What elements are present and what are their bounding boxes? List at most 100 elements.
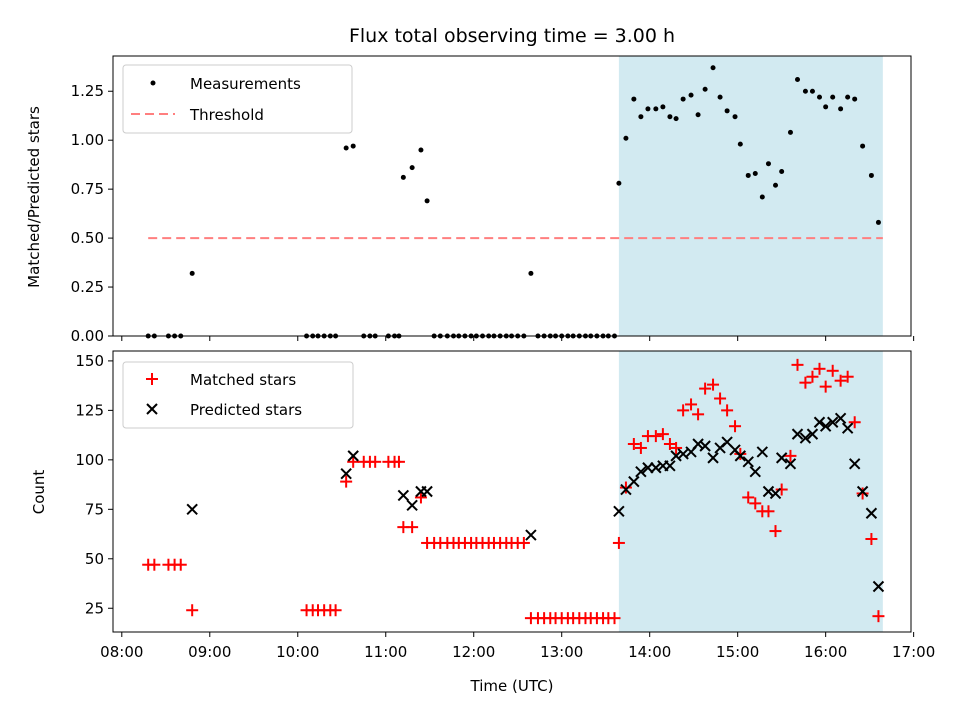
predicted-star-point <box>865 507 878 519</box>
predicted-star-point <box>699 440 711 452</box>
matched-star-point <box>856 487 869 500</box>
measurement-point <box>653 106 659 112</box>
x-tick-label: 17:00 <box>892 643 935 661</box>
matched-star-point <box>392 455 405 468</box>
matched-star-point <box>707 378 720 391</box>
predicted-star-point <box>340 467 352 480</box>
measurement-point <box>752 170 758 176</box>
matched-star-point <box>369 455 382 468</box>
measurement-point <box>868 172 874 178</box>
x-tick-label: 09:00 <box>188 643 231 661</box>
predicted-star-point <box>762 485 775 498</box>
measurement-point <box>860 143 866 149</box>
measurement-point <box>660 104 666 110</box>
measurement-point <box>616 180 622 186</box>
matched-star-point <box>414 491 427 504</box>
predicted-star-point <box>784 458 797 470</box>
measurement-point <box>710 65 716 71</box>
legend-threshold-label: Threshold <box>189 106 264 124</box>
measurement-point <box>400 174 406 180</box>
measurement-point <box>424 198 430 204</box>
measurement-point <box>623 135 629 141</box>
count-y-tick-label: 150 <box>75 352 104 370</box>
count-legend-box <box>122 361 354 429</box>
ratio-y-tick-label: 0.25 <box>71 278 104 296</box>
matched-star-point <box>634 441 647 454</box>
measurement-point <box>845 94 851 100</box>
matched-star-point <box>848 416 861 429</box>
matched-star-point <box>791 358 804 371</box>
measurement-point <box>745 172 751 178</box>
matched-star-point <box>612 536 625 549</box>
count-y-ticks: 25 50 75 100 125 150 <box>75 352 113 617</box>
count-y-tick-label: 25 <box>85 599 104 617</box>
matched-star-point <box>699 382 712 395</box>
matched-star-point <box>826 364 839 377</box>
x-tick-label: 12:00 <box>452 643 495 661</box>
matched-star-point <box>677 404 690 417</box>
count-y-tick-label: 75 <box>85 500 104 518</box>
x-tick-label: 13:00 <box>540 643 583 661</box>
measurement-point <box>695 112 701 118</box>
matched-star-point <box>841 370 854 383</box>
measurement-points <box>145 65 881 339</box>
x-tick-label: 14:00 <box>628 643 671 661</box>
predicted-star-point <box>664 460 676 472</box>
ratio-legend: Measurements Threshold <box>122 64 353 134</box>
measurement-point <box>350 143 356 149</box>
predicted-star-point <box>791 428 804 440</box>
predicted-star-point <box>775 452 788 464</box>
predicted-star-point <box>841 422 854 434</box>
observing-window-span <box>618 351 883 632</box>
predicted-star-point <box>872 580 885 593</box>
count-y-tick-label: 100 <box>75 451 104 469</box>
ratio-y-tick-label: 0.00 <box>71 327 104 345</box>
chart-title: Flux total observing time = 3.00 h <box>349 25 675 47</box>
measurement-point <box>875 219 881 225</box>
matched-star-point <box>347 455 360 468</box>
matched-star-point <box>649 430 662 443</box>
predicted-star-point <box>749 466 761 478</box>
predicted-star-point <box>848 458 861 470</box>
x-tick-label: 16:00 <box>804 643 847 661</box>
predicted-star-point <box>692 438 704 450</box>
predicted-star-point <box>406 499 418 512</box>
measurement-point <box>343 145 349 151</box>
count-legend: Matched stars Predicted stars <box>122 361 354 429</box>
predicted-stars-points <box>186 412 885 593</box>
measurement-point <box>787 129 793 135</box>
legend-matched-marker <box>146 373 158 385</box>
predicted-star-point <box>734 450 747 462</box>
predicted-star-point <box>347 450 359 462</box>
ratio-axes-frame <box>112 55 912 337</box>
legend-measurements-label: Measurements <box>190 75 301 93</box>
legend-measurements-marker <box>150 80 156 86</box>
legend-matched-label: Matched stars <box>190 371 296 389</box>
matched-star-point <box>865 532 878 545</box>
measurement-point <box>759 194 765 200</box>
observing-window-span <box>618 56 883 336</box>
measurement-point <box>809 88 815 94</box>
matched-star-point <box>813 362 826 375</box>
matched-star-point <box>799 376 812 389</box>
measurement-point <box>638 114 644 120</box>
matched-star-point <box>729 420 742 433</box>
matched-star-point <box>806 370 819 383</box>
predicted-star-point <box>613 505 625 517</box>
measurement-point <box>779 169 785 175</box>
ratio-y-tick-label: 0.50 <box>71 229 104 247</box>
legend-predicted-label: Predicted stars <box>190 401 302 419</box>
predicted-star-point <box>799 432 812 444</box>
matched-star-point <box>685 398 698 411</box>
measurement-point <box>688 92 694 98</box>
ratio-x-ticks <box>121 336 915 341</box>
matched-star-point <box>769 525 782 538</box>
count-y-tick-label: 50 <box>85 550 104 568</box>
matched-star-point <box>608 612 621 625</box>
ratio-y-tick-label: 1.25 <box>71 82 104 100</box>
measurement-point <box>795 76 801 82</box>
measurement-point <box>667 114 673 120</box>
ratio-y-axis-label: Matched/Predicted stars <box>25 106 43 288</box>
predicted-star-point <box>650 462 662 474</box>
